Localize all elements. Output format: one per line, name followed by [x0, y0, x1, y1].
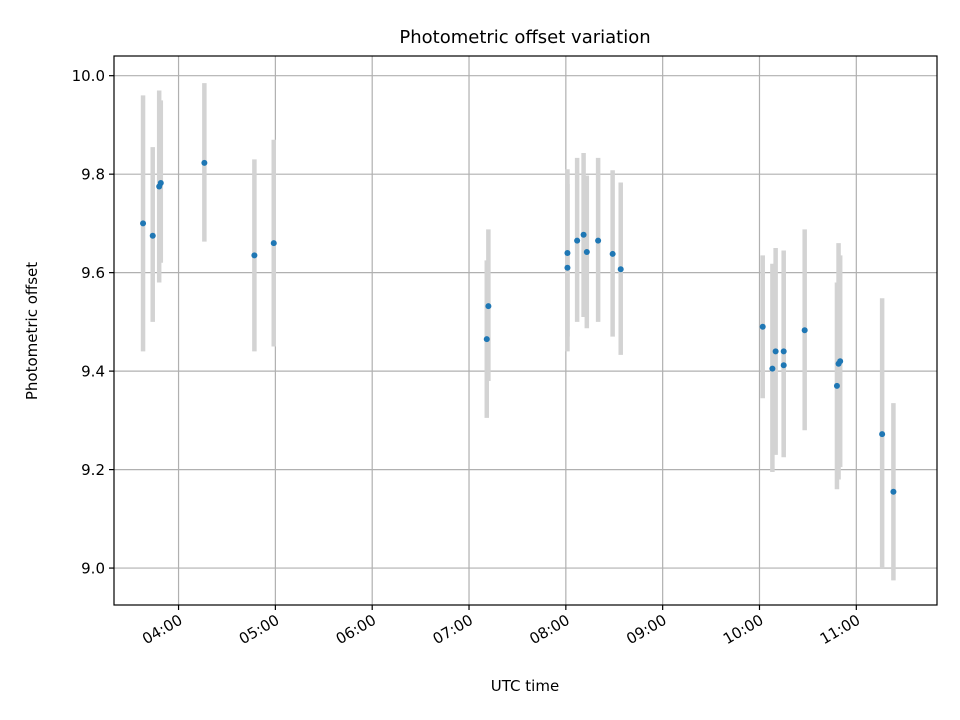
data-point: [780, 348, 787, 355]
data-point: [270, 240, 277, 247]
y-tick-label: 9.8: [81, 166, 105, 184]
data-point: [580, 231, 587, 238]
data-point: [201, 159, 208, 166]
data-point: [780, 362, 787, 369]
data-point: [483, 336, 490, 343]
data-point: [837, 358, 844, 365]
grid: [114, 56, 937, 605]
data-point: [564, 264, 571, 271]
data-point: [574, 237, 581, 244]
data-point: [890, 488, 897, 495]
data-point: [485, 303, 492, 310]
y-axis-label: Photometric offset: [23, 262, 41, 400]
data-point: [617, 266, 624, 273]
data-point: [879, 431, 886, 438]
data-point: [564, 249, 571, 256]
y-axis-ticks: 9.0 9.2 9.4 9.6 9.8 10.0: [72, 67, 114, 578]
data-point: [833, 382, 840, 389]
y-tick-label: 9.4: [81, 363, 105, 381]
data-point: [772, 348, 779, 355]
data-point: [157, 180, 164, 187]
y-tick-label: 9.0: [81, 560, 105, 578]
data-point: [251, 252, 258, 259]
data-point: [759, 323, 766, 330]
data-point: [140, 220, 147, 227]
data-points: [140, 159, 897, 495]
y-tick-label: 9.6: [81, 264, 105, 282]
data-point: [609, 250, 616, 257]
data-point: [595, 237, 602, 244]
x-axis-label: UTC time: [491, 677, 559, 695]
data-point: [801, 327, 808, 334]
y-tick-label: 10.0: [72, 67, 105, 85]
y-tick-label: 9.2: [81, 461, 105, 479]
plot-frame: [113, 55, 938, 606]
chart-title: Photometric offset variation: [399, 27, 650, 48]
data-point: [149, 232, 156, 239]
data-point: [769, 365, 776, 372]
data-point: [583, 248, 590, 255]
